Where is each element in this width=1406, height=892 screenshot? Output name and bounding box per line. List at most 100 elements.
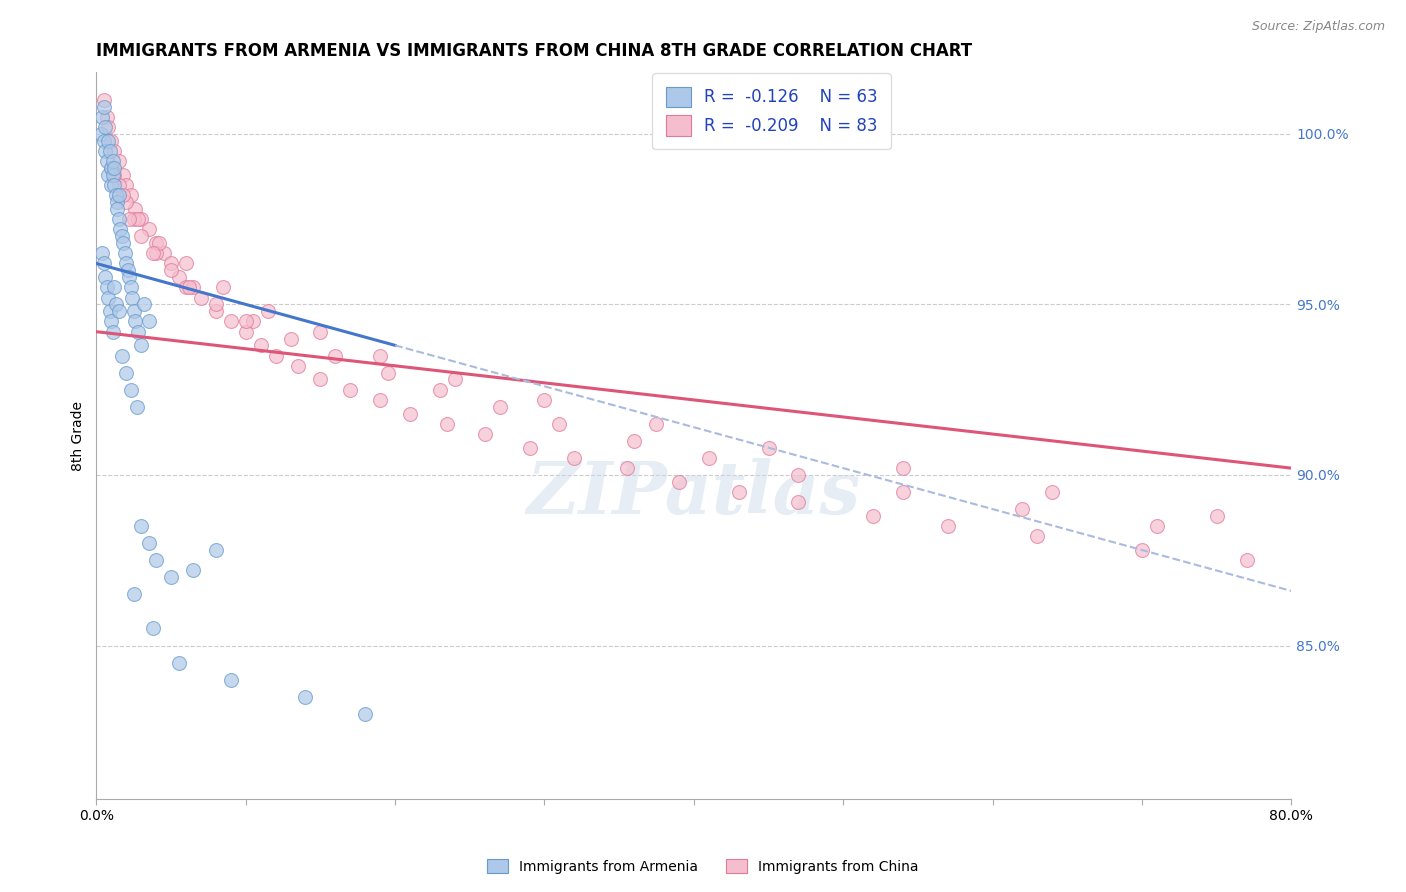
Point bbox=[118, 270, 141, 285]
Point bbox=[160, 570, 183, 584]
Point bbox=[112, 188, 135, 202]
Point bbox=[98, 144, 121, 158]
Point bbox=[129, 229, 152, 244]
Point bbox=[100, 134, 122, 148]
Point bbox=[444, 372, 467, 386]
Point bbox=[377, 366, 399, 380]
Point bbox=[219, 314, 242, 328]
Point bbox=[104, 297, 127, 311]
Point bbox=[129, 212, 152, 227]
Point bbox=[127, 325, 149, 339]
Legend: R =  -0.126    N = 63, R =  -0.209    N = 83: R = -0.126 N = 63, R = -0.209 N = 83 bbox=[652, 73, 891, 149]
Point bbox=[174, 280, 197, 294]
Point bbox=[205, 543, 228, 558]
Point bbox=[368, 349, 391, 363]
Point bbox=[235, 325, 257, 339]
Point bbox=[758, 441, 780, 455]
Point bbox=[107, 212, 129, 227]
Y-axis label: 8th Grade: 8th Grade bbox=[72, 401, 86, 471]
Point bbox=[309, 372, 332, 386]
Point bbox=[294, 690, 316, 704]
Point bbox=[97, 134, 120, 148]
Point bbox=[235, 314, 257, 328]
Point bbox=[115, 256, 138, 270]
Point bbox=[174, 256, 197, 270]
Point bbox=[94, 120, 117, 134]
Point bbox=[129, 338, 152, 352]
Point bbox=[96, 110, 118, 124]
Point bbox=[264, 349, 287, 363]
Point bbox=[93, 134, 115, 148]
Point bbox=[115, 366, 138, 380]
Point bbox=[97, 120, 120, 134]
Point bbox=[1236, 553, 1258, 567]
Point bbox=[212, 280, 235, 294]
Point bbox=[249, 338, 271, 352]
Point bbox=[134, 297, 156, 311]
Point bbox=[111, 349, 134, 363]
Text: Source: ZipAtlas.com: Source: ZipAtlas.com bbox=[1251, 20, 1385, 33]
Point bbox=[368, 392, 391, 407]
Point bbox=[103, 178, 125, 192]
Point bbox=[110, 222, 132, 236]
Point bbox=[122, 212, 145, 227]
Point bbox=[115, 195, 138, 210]
Point bbox=[891, 485, 914, 500]
Point bbox=[112, 235, 135, 250]
Point bbox=[309, 325, 332, 339]
Point bbox=[862, 508, 884, 523]
Point bbox=[112, 168, 135, 182]
Point bbox=[138, 536, 160, 550]
Point bbox=[96, 280, 118, 294]
Point bbox=[152, 246, 174, 260]
Point bbox=[519, 441, 541, 455]
Point bbox=[122, 587, 145, 601]
Point bbox=[122, 304, 145, 318]
Point bbox=[93, 99, 115, 113]
Point bbox=[160, 256, 183, 270]
Point bbox=[280, 332, 302, 346]
Point bbox=[100, 161, 122, 175]
Point bbox=[94, 144, 117, 158]
Point bbox=[562, 450, 585, 465]
Point bbox=[142, 622, 165, 636]
Point bbox=[118, 212, 141, 227]
Point bbox=[96, 154, 118, 169]
Point bbox=[160, 263, 183, 277]
Point bbox=[103, 168, 125, 182]
Point bbox=[103, 144, 125, 158]
Point bbox=[101, 154, 124, 169]
Point bbox=[120, 280, 142, 294]
Legend: Immigrants from Armenia, Immigrants from China: Immigrants from Armenia, Immigrants from… bbox=[481, 852, 925, 880]
Point bbox=[100, 161, 122, 175]
Point bbox=[145, 235, 167, 250]
Point bbox=[107, 304, 129, 318]
Point bbox=[91, 110, 114, 124]
Point bbox=[339, 383, 361, 397]
Point bbox=[183, 564, 205, 578]
Point bbox=[257, 304, 280, 318]
Point bbox=[114, 246, 136, 260]
Point bbox=[287, 359, 309, 373]
Point bbox=[548, 417, 571, 431]
Point bbox=[97, 168, 120, 182]
Point bbox=[354, 706, 377, 721]
Point bbox=[100, 314, 122, 328]
Point bbox=[429, 383, 451, 397]
Point bbox=[1130, 543, 1153, 558]
Point bbox=[107, 188, 129, 202]
Point bbox=[101, 325, 124, 339]
Point bbox=[325, 349, 347, 363]
Point bbox=[120, 383, 142, 397]
Point bbox=[97, 291, 120, 305]
Point bbox=[100, 178, 122, 192]
Point bbox=[436, 417, 458, 431]
Point bbox=[697, 450, 720, 465]
Point bbox=[167, 270, 190, 285]
Point bbox=[105, 195, 128, 210]
Point bbox=[623, 434, 645, 448]
Point bbox=[124, 314, 146, 328]
Point bbox=[124, 202, 146, 216]
Point bbox=[145, 246, 167, 260]
Point bbox=[129, 519, 152, 533]
